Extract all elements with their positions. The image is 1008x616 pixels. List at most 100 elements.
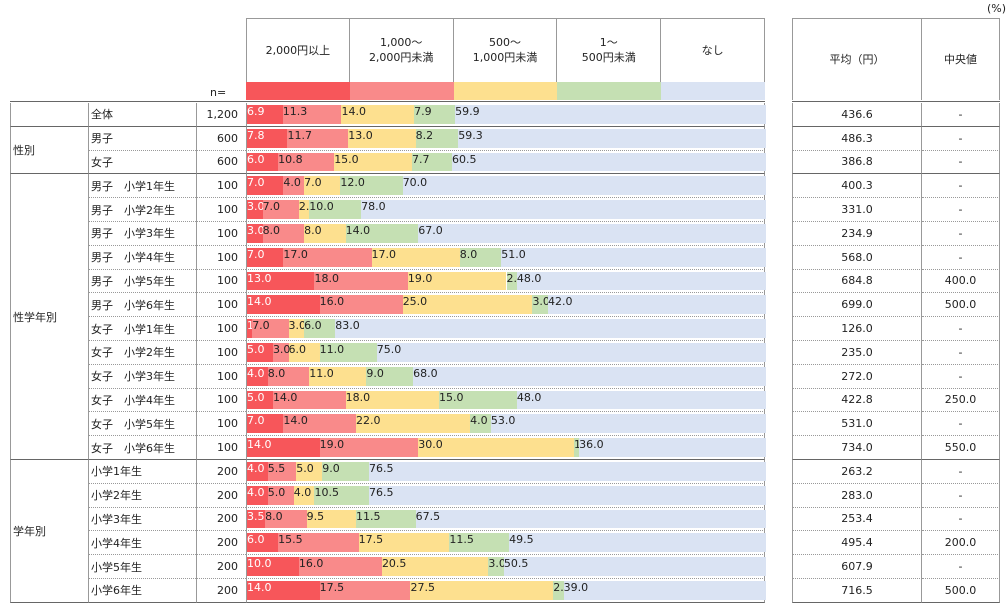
bar-row: 6.9 11.3 14.0 7.9 59.9 <box>246 103 766 127</box>
mean-value: 607.9 <box>792 555 922 579</box>
n-value: 100 <box>196 317 246 341</box>
border <box>10 101 765 102</box>
bar-row: 7.8 11.7 13.0 8.2 59.3 <box>246 126 766 151</box>
bar-segment: 10.8 <box>278 152 335 172</box>
bar-value-label: 9.5 <box>306 509 325 523</box>
bar-value-label: 11.3 <box>282 105 308 118</box>
mean-value: 716.5 <box>792 579 922 603</box>
unit-label: (%) <box>986 2 1006 15</box>
bar-segment: 20.5 <box>381 557 489 576</box>
bar-segment: 17.0 <box>371 247 460 267</box>
bar-segment: 5.5 <box>267 462 297 481</box>
bar-row: 13.0 18.0 19.0 2.0 48.0 <box>246 269 766 294</box>
bar-segment: 50.5 <box>503 557 766 576</box>
bar-segment: 59.3 <box>458 128 766 148</box>
median-value: - <box>922 555 1000 579</box>
median-value: 550.0 <box>922 436 1000 460</box>
bar-segment: 22.0 <box>355 414 471 434</box>
n-value: 600 <box>196 150 246 175</box>
bar-segment: 70.0 <box>402 176 766 196</box>
mean-value: 568.0 <box>792 245 922 270</box>
bar-row: 4.0 5.5 5.0 9.0 76.5 <box>246 460 766 484</box>
border <box>792 101 1000 102</box>
median-value: 400.0 <box>922 269 1000 294</box>
row-label: 女子 小学3年生 <box>88 364 196 389</box>
bar-segment: 8.0 <box>262 224 305 243</box>
bar-segment: 7.0 <box>247 414 284 434</box>
row-label: 女子 小学2年生 <box>88 341 196 365</box>
legend-swatch <box>349 82 454 100</box>
bar-value-label: 11.5 <box>355 509 381 523</box>
bar-row: 6.0 10.8 15.0 7.7 60.5 <box>246 150 766 175</box>
bar-segment: 13.0 <box>348 128 416 148</box>
bar-value-label: 3.0 <box>532 295 550 309</box>
bar-value-label: 5.5 <box>267 462 286 475</box>
group-label: 学年別 <box>10 460 88 603</box>
bar-value-label: 2.0 <box>506 271 525 285</box>
group-label <box>10 103 88 127</box>
n-value: 600 <box>196 126 246 151</box>
bar-value-label: 6.9 <box>247 105 265 118</box>
header: 中央値 <box>922 18 1000 100</box>
bar-segment: 67.5 <box>415 509 766 529</box>
bar-segment: 30.0 <box>418 438 574 457</box>
mean-value: 486.3 <box>792 126 922 151</box>
bar-value-label: 14.0 <box>345 224 371 237</box>
median-value: - <box>922 483 1000 508</box>
bar-value-label: 76.5 <box>368 462 394 475</box>
bar-value-label: 4.0 <box>247 485 265 499</box>
bar-segment: 4.0 <box>247 366 268 386</box>
bar-value-label: 2.0 <box>298 200 317 214</box>
median-value: - <box>922 126 1000 151</box>
bar-value-label: 42.0 <box>548 295 573 309</box>
median-value: 500.0 <box>922 579 1000 603</box>
bar-segment: 3.0 <box>288 319 306 338</box>
bar-value-label: 14.0 <box>272 390 298 404</box>
mean-value: 235.0 <box>792 341 922 365</box>
bar-segment: 16.0 <box>298 557 382 576</box>
bar-segment: 76.5 <box>368 462 766 481</box>
bar-value-label: 14.0 <box>247 295 272 309</box>
row-label: 小学6年生 <box>88 579 196 603</box>
bar-value-label: 50.5 <box>503 557 529 571</box>
row-label: 女子 小学5年生 <box>88 412 196 437</box>
bar-value-label: 6.0 <box>304 319 322 333</box>
median-value: - <box>922 460 1000 484</box>
median-value: 500.0 <box>922 293 1000 318</box>
bar-segment: 5.0 <box>247 390 273 410</box>
bar-segment: 18.0 <box>345 390 440 410</box>
legend-label: 1,000～ 2,000円未満 <box>350 18 454 82</box>
bar-segment: 11.5 <box>355 509 416 529</box>
row-label: 男子 <box>88 126 196 151</box>
bar-segment: 39.0 <box>563 581 766 600</box>
bar-value-label: 76.5 <box>368 485 394 499</box>
row-label: 男子 小学3年生 <box>88 222 196 246</box>
bar-segment: 2.0 <box>553 581 571 600</box>
bar-row: 1.07.03.06.083.0 <box>246 317 766 341</box>
mean-value: 699.0 <box>792 293 922 318</box>
bar-value-label: 20.5 <box>381 557 407 571</box>
bar-value-label: 10.0 <box>247 557 272 571</box>
bar-segment: 5.0 <box>296 462 323 481</box>
bar-segment: 27.5 <box>410 581 554 600</box>
legend-swatch <box>557 82 662 100</box>
bar-segment: 36.0 <box>579 438 766 457</box>
bar-value-label: 22.0 <box>355 414 381 428</box>
bar-row: 3.0 7.0 2.0 10.0 78.0 <box>246 198 766 222</box>
bar-value-label: 17.5 <box>358 533 384 547</box>
bar-row: 4.0 8.0 11.0 9.0 68.0 <box>246 364 766 389</box>
bar-row: 3.0 8.0 8.0 14.0 67.0 <box>246 222 766 246</box>
bar-row: 7.0 14.0 22.0 4.0 53.0 <box>246 412 766 437</box>
bar-value-label: 13.0 <box>247 271 272 285</box>
bar-segment: 25.0 <box>402 295 533 315</box>
bar-value-label: 18.0 <box>314 271 339 285</box>
bar-segment: 10.5 <box>314 485 369 505</box>
bar-segment: 7.0 <box>262 200 299 219</box>
bar-segment: 14.0 <box>272 390 346 410</box>
bar-value-label: 17.5 <box>319 581 345 594</box>
bar-value-label: 14.0 <box>247 581 272 594</box>
bar-row: 10.0 16.0 20.5 3.0 50.5 <box>246 555 766 579</box>
median-value: - <box>922 174 1000 199</box>
median-value: 200.0 <box>922 531 1000 556</box>
bar-value-label: 6.0 <box>288 343 307 356</box>
